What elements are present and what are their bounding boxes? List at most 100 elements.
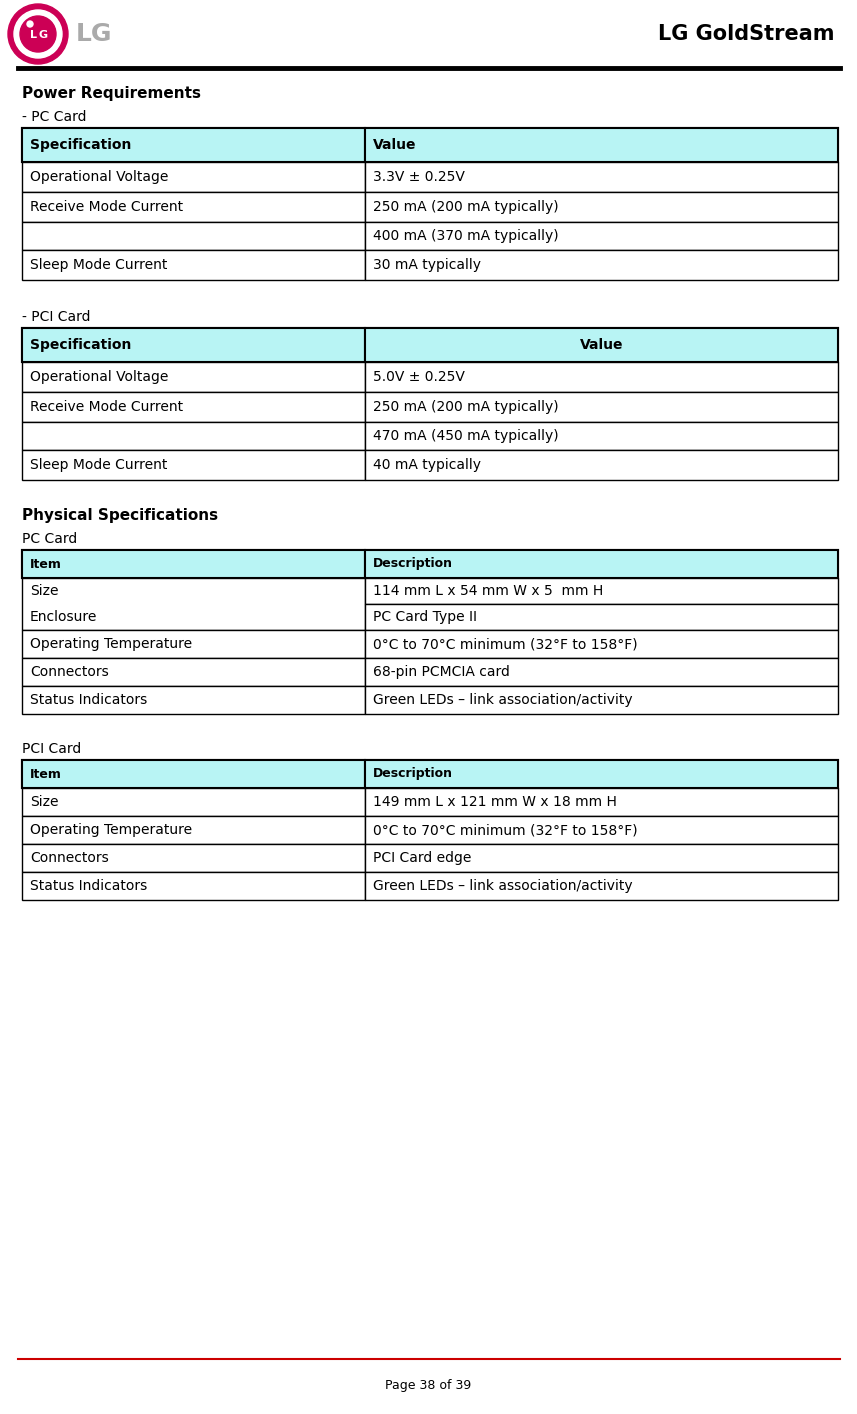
- Bar: [22, 362, 365, 392]
- Bar: [22, 686, 365, 714]
- Bar: [365, 362, 838, 392]
- Bar: [22, 328, 838, 362]
- Bar: [22, 250, 365, 280]
- Text: Specification: Specification: [30, 338, 131, 352]
- Text: L: L: [31, 30, 38, 40]
- Text: Receive Mode Current: Receive Mode Current: [30, 199, 183, 214]
- Text: Operating Temperature: Operating Temperature: [30, 823, 192, 837]
- Bar: [22, 450, 365, 479]
- Text: 0°C to 70°C minimum (32°F to 158°F): 0°C to 70°C minimum (32°F to 158°F): [373, 823, 638, 837]
- Bar: [22, 816, 365, 844]
- Text: G: G: [39, 30, 47, 40]
- Text: PC Card Type II: PC Card Type II: [373, 609, 476, 624]
- Text: 5.0V ± 0.25V: 5.0V ± 0.25V: [373, 370, 464, 385]
- Text: - PCI Card: - PCI Card: [22, 310, 91, 324]
- Text: Sleep Mode Current: Sleep Mode Current: [30, 257, 167, 271]
- Text: Sleep Mode Current: Sleep Mode Current: [30, 458, 167, 472]
- Bar: [365, 421, 838, 450]
- Bar: [365, 392, 838, 421]
- Text: Description: Description: [373, 557, 452, 570]
- Text: 3.3V ± 0.25V: 3.3V ± 0.25V: [373, 170, 464, 184]
- Bar: [22, 631, 365, 658]
- Text: Status Indicators: Status Indicators: [30, 693, 147, 707]
- Bar: [22, 550, 365, 578]
- Text: Power Requirements: Power Requirements: [22, 86, 201, 100]
- Text: Specification: Specification: [30, 139, 131, 151]
- Bar: [365, 250, 838, 280]
- Text: Description: Description: [373, 768, 452, 781]
- Bar: [22, 658, 365, 686]
- Circle shape: [14, 10, 62, 58]
- Text: Receive Mode Current: Receive Mode Current: [30, 400, 183, 414]
- Text: Connectors: Connectors: [30, 665, 109, 679]
- Text: Page 38 of 39: Page 38 of 39: [385, 1380, 471, 1393]
- Bar: [22, 578, 365, 631]
- Text: Item: Item: [30, 557, 62, 570]
- Text: PCI Card: PCI Card: [22, 742, 81, 756]
- Bar: [365, 658, 838, 686]
- Text: Enclosure: Enclosure: [30, 609, 98, 624]
- Text: Value: Value: [579, 338, 623, 352]
- Bar: [365, 759, 838, 788]
- Bar: [22, 788, 365, 816]
- Bar: [365, 450, 838, 479]
- Text: Green LEDs – link association/activity: Green LEDs – link association/activity: [373, 693, 632, 707]
- Bar: [365, 686, 838, 714]
- Text: 470 mA (450 mA typically): 470 mA (450 mA typically): [373, 428, 559, 443]
- Bar: [365, 578, 838, 604]
- Text: Operational Voltage: Operational Voltage: [30, 170, 168, 184]
- Bar: [22, 129, 365, 163]
- Text: Operational Voltage: Operational Voltage: [30, 370, 168, 385]
- Text: 30 mA typically: 30 mA typically: [373, 257, 481, 271]
- Text: 250 mA (200 mA typically): 250 mA (200 mA typically): [373, 199, 559, 214]
- Bar: [22, 163, 365, 192]
- Bar: [22, 328, 365, 362]
- Text: 0°C to 70°C minimum (32°F to 158°F): 0°C to 70°C minimum (32°F to 158°F): [373, 636, 638, 650]
- Bar: [365, 631, 838, 658]
- Text: Status Indicators: Status Indicators: [30, 880, 147, 894]
- Bar: [365, 788, 838, 816]
- Text: Physical Specifications: Physical Specifications: [22, 508, 219, 523]
- Text: 68-pin PCMCIA card: 68-pin PCMCIA card: [373, 665, 510, 679]
- Bar: [365, 163, 838, 192]
- Text: Green LEDs – link association/activity: Green LEDs – link association/activity: [373, 880, 632, 894]
- Bar: [365, 129, 838, 163]
- Text: Value: Value: [373, 139, 417, 151]
- Text: Size: Size: [30, 584, 58, 598]
- Text: LG: LG: [76, 23, 112, 47]
- Bar: [22, 192, 365, 222]
- Bar: [365, 222, 838, 250]
- Bar: [365, 328, 838, 362]
- Text: Item: Item: [30, 768, 62, 781]
- Text: 400 mA (370 mA typically): 400 mA (370 mA typically): [373, 229, 559, 243]
- Text: Size: Size: [30, 795, 58, 809]
- Circle shape: [20, 16, 56, 52]
- Bar: [22, 222, 365, 250]
- Bar: [22, 759, 365, 788]
- Circle shape: [8, 4, 68, 64]
- Bar: [22, 392, 365, 421]
- Bar: [365, 604, 838, 631]
- Text: LG GoldStream: LG GoldStream: [658, 24, 835, 44]
- Text: PCI Card edge: PCI Card edge: [373, 851, 471, 865]
- Bar: [365, 550, 838, 578]
- Bar: [22, 129, 838, 163]
- Text: 40 mA typically: 40 mA typically: [373, 458, 481, 472]
- Text: 149 mm L x 121 mm W x 18 mm H: 149 mm L x 121 mm W x 18 mm H: [373, 795, 616, 809]
- Bar: [22, 844, 365, 872]
- Bar: [22, 872, 365, 899]
- Bar: [365, 192, 838, 222]
- Bar: [22, 421, 365, 450]
- Bar: [22, 759, 838, 788]
- Text: 114 mm L x 54 mm W x 5  mm H: 114 mm L x 54 mm W x 5 mm H: [373, 584, 603, 598]
- Text: Connectors: Connectors: [30, 851, 109, 865]
- Text: 250 mA (200 mA typically): 250 mA (200 mA typically): [373, 400, 559, 414]
- Circle shape: [27, 21, 33, 27]
- Bar: [365, 816, 838, 844]
- Text: PC Card: PC Card: [22, 532, 77, 546]
- Bar: [365, 844, 838, 872]
- Text: Operating Temperature: Operating Temperature: [30, 636, 192, 650]
- Bar: [22, 550, 838, 578]
- Text: - PC Card: - PC Card: [22, 110, 87, 124]
- Bar: [365, 872, 838, 899]
